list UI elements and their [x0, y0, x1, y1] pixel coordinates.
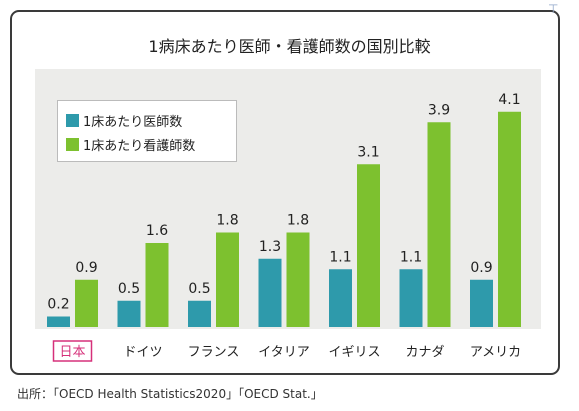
bar-doctors-3	[258, 258, 282, 327]
value-label-doctors-6: 0.9	[470, 260, 492, 276]
value-label-doctors-5: 1.1	[400, 249, 422, 265]
category-label-3: イタリア	[258, 345, 309, 360]
bar-doctors-1	[117, 300, 141, 327]
value-label-nurses-3: 1.8	[287, 213, 309, 229]
category-label-4: イギリス	[328, 345, 380, 360]
bar-nurses-6	[498, 111, 521, 327]
value-label-nurses-5: 3.9	[428, 102, 450, 118]
legend-swatch-nurses	[66, 138, 79, 151]
category-label-0: 日本	[59, 345, 85, 360]
legend-item-doctors: 1床あたり医師数	[66, 111, 182, 130]
legend-item-nurses: 1床あたり看護師数	[66, 135, 195, 154]
corner-mark: ⊤	[548, 2, 559, 16]
value-label-nurses-2: 1.8	[216, 213, 238, 229]
bar-doctors-0	[47, 316, 70, 327]
legend: 1床あたり医師数 1床あたり看護師数	[57, 100, 237, 162]
legend-label-nurses: 1床あたり看護師数	[83, 139, 196, 154]
value-label-nurses-0: 0.9	[75, 260, 97, 276]
value-label-doctors-0: 0.2	[47, 297, 69, 313]
bar-nurses-1	[145, 243, 169, 327]
value-label-nurses-4: 3.1	[357, 144, 379, 160]
category-label-6: アメリカ	[470, 345, 521, 360]
bar-doctors-6	[470, 279, 493, 327]
value-label-nurses-6: 4.1	[498, 92, 520, 108]
value-label-doctors-1: 0.5	[118, 281, 140, 297]
category-highlight-box	[52, 340, 93, 362]
bar-doctors-5	[399, 269, 423, 327]
bar-nurses-4	[357, 164, 380, 327]
value-label-doctors-3: 1.3	[259, 239, 281, 255]
category-label-2: フランス	[188, 345, 240, 360]
bar-doctors-4	[329, 269, 352, 327]
bar-nurses-0	[75, 279, 98, 327]
category-label-5: カナダ	[405, 345, 444, 360]
value-label-doctors-2: 0.5	[188, 281, 210, 297]
bar-nurses-5	[427, 122, 451, 327]
chart-title: 1病床あたり医師・看護師数の国別比較	[148, 37, 431, 56]
legend-label-doctors: 1床あたり医師数	[83, 115, 183, 130]
value-label-doctors-4: 1.1	[329, 249, 351, 265]
value-label-nurses-1: 1.6	[146, 223, 168, 239]
bar-doctors-2	[188, 300, 211, 327]
bar-nurses-2	[216, 232, 239, 327]
bar-nurses-3	[286, 232, 310, 327]
source-note: 出所：「OECD Health Statistics2020」「OECD Sta…	[17, 387, 323, 401]
category-label-1: ドイツ	[123, 345, 162, 360]
legend-swatch-doctors	[66, 114, 79, 127]
